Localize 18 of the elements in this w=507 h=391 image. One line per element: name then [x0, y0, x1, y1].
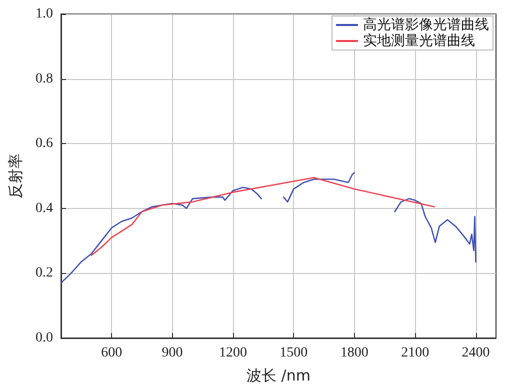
- y-tick-label: 0.2: [36, 266, 53, 281]
- x-tick-label: 900: [162, 346, 183, 360]
- y-tick-label: 0.6: [36, 136, 53, 152]
- y-tick-label: 0.4: [36, 200, 53, 216]
- y-tick-label: 0.0: [36, 330, 53, 346]
- x-tick-label: 1200: [218, 346, 247, 360]
- legend-label: 实地测量光谱曲线: [363, 33, 475, 49]
- y-tick-label: 1.0: [36, 6, 53, 22]
- y-tick-label: 0.8: [36, 71, 53, 86]
- x-tick-label: 600: [101, 346, 122, 360]
- x-axis-title: 波长 /nm: [246, 366, 310, 384]
- legend-label: 高光谱影像光谱曲线: [363, 17, 489, 33]
- x-tick-label: 2100: [401, 346, 430, 360]
- y-axis-title: 反射率: [6, 154, 24, 198]
- x-tick-label: 1500: [280, 346, 308, 360]
- line-series: [90, 176, 435, 256]
- x-tick-label: 1800: [340, 346, 368, 360]
- x-tick-label: 2400: [462, 346, 490, 360]
